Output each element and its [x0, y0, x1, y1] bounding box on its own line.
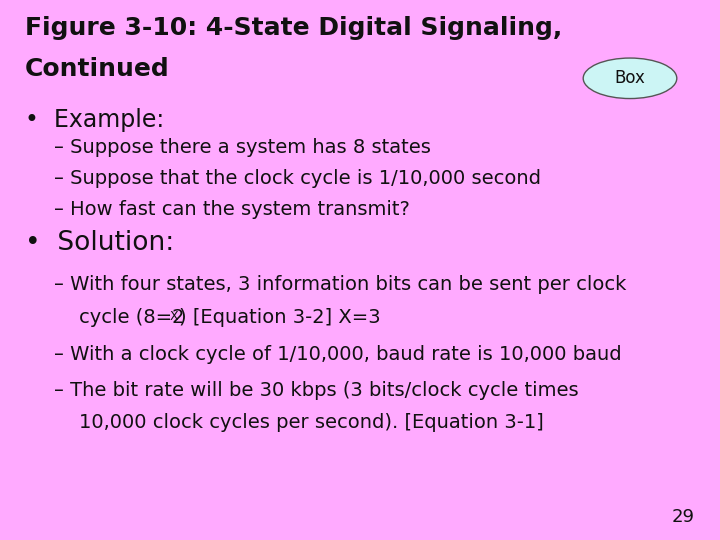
Text: Figure 3-10: 4-State Digital Signaling,: Figure 3-10: 4-State Digital Signaling, — [25, 16, 562, 40]
Text: – Suppose that the clock cycle is 1/10,000 second: – Suppose that the clock cycle is 1/10,0… — [54, 169, 541, 188]
Text: Box: Box — [615, 69, 645, 87]
Text: – With four states, 3 information bits can be sent per clock: – With four states, 3 information bits c… — [54, 275, 626, 294]
Text: 29: 29 — [672, 509, 695, 526]
Text: •  Solution:: • Solution: — [25, 230, 174, 255]
Text: – The bit rate will be 30 kbps (3 bits/clock cycle times: – The bit rate will be 30 kbps (3 bits/c… — [54, 381, 579, 400]
Text: X: X — [170, 310, 179, 323]
Text: – How fast can the system transmit?: – How fast can the system transmit? — [54, 200, 410, 219]
Text: Continued: Continued — [25, 57, 170, 80]
Text: cycle (8=2: cycle (8=2 — [54, 308, 184, 327]
Text: •  Example:: • Example: — [25, 108, 164, 132]
Text: ) [Equation 3-2] X=3: ) [Equation 3-2] X=3 — [179, 308, 380, 327]
Text: – Suppose there a system has 8 states: – Suppose there a system has 8 states — [54, 138, 431, 157]
Ellipse shape — [583, 58, 677, 98]
Text: – With a clock cycle of 1/10,000, baud rate is 10,000 baud: – With a clock cycle of 1/10,000, baud r… — [54, 345, 621, 363]
Text: 10,000 clock cycles per second). [Equation 3-1]: 10,000 clock cycles per second). [Equati… — [54, 413, 544, 431]
